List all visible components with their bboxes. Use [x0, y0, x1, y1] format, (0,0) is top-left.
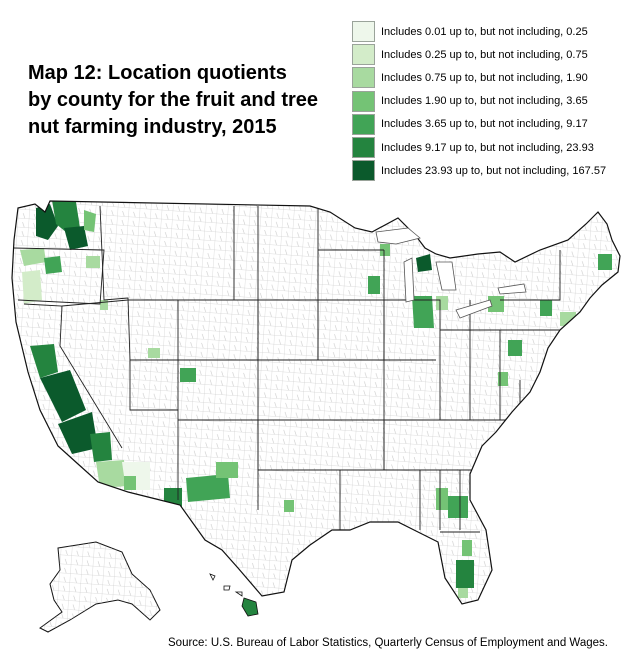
- legend-item: Includes 23.93 up to, but not including,…: [352, 159, 642, 182]
- county-region-fl-south: [458, 588, 468, 598]
- county-region-wa-central: [52, 201, 80, 232]
- legend-label: Includes 9.17 up to, but not including, …: [381, 141, 594, 154]
- source-note: Source: U.S. Bureau of Labor Statistics,…: [168, 637, 608, 649]
- legend-swatch: [352, 137, 375, 159]
- county-region-fl-central: [456, 560, 474, 588]
- legend-label: Includes 23.93 up to, but not including,…: [381, 164, 607, 177]
- map-title-line-1: Map 12: Location quotients: [28, 62, 287, 84]
- county-region-tx-rio-grande: [286, 590, 296, 600]
- map-title-line-3: nut farming industry, 2015: [28, 116, 277, 138]
- lake-michigan: [403, 257, 415, 303]
- legend-swatch: [352, 44, 375, 66]
- county-region-nm-south: [216, 462, 238, 478]
- legend-swatch: [352, 67, 375, 89]
- county-region-mi-north: [416, 254, 432, 272]
- county-region-ut: [148, 348, 160, 358]
- legend-item: Includes 9.17 up to, but not including, …: [352, 136, 642, 159]
- county-region-tx-west: [284, 500, 294, 512]
- legend-label: Includes 0.25 up to, but not including, …: [381, 48, 588, 61]
- legend-item: Includes 3.65 up to, but not including, …: [352, 113, 642, 136]
- county-region-ca-kern: [90, 432, 112, 462]
- legend: Includes 0.01 up to, but not including, …: [352, 20, 642, 182]
- legend-item: Includes 0.75 up to, but not including, …: [352, 66, 642, 89]
- legend-swatch: [352, 160, 375, 182]
- legend-label: Includes 3.65 up to, but not including, …: [381, 118, 588, 131]
- county-region-me: [598, 254, 612, 270]
- county-region-or-hood: [44, 256, 62, 274]
- county-region-wi: [368, 276, 380, 294]
- state-borders: [13, 205, 561, 545]
- county-region-pa-adams: [508, 340, 522, 356]
- map-title-line-2: by county for the fruit and tree: [28, 89, 319, 111]
- county-region-wi-north: [380, 244, 390, 256]
- county-region-ma: [560, 312, 576, 326]
- legend-item: Includes 0.01 up to, but not including, …: [352, 20, 642, 43]
- lake-ontario: [497, 283, 527, 295]
- county-region-va: [498, 372, 508, 386]
- county-region-ca-south: [96, 460, 126, 488]
- county-region-ca-central-valley: [40, 370, 86, 422]
- legend-swatch: [352, 90, 375, 112]
- legend-item: Includes 0.25 up to, but not including, …: [352, 43, 642, 66]
- alaska: [39, 541, 161, 633]
- legend-swatch: [352, 113, 375, 135]
- county-region-co-mesa: [180, 368, 196, 382]
- lake-erie: [455, 299, 493, 319]
- county-region-az-west: [124, 476, 136, 490]
- county-region-ga-south: [448, 496, 468, 518]
- county-region-fl-north: [462, 540, 472, 556]
- county-region-mi-east: [436, 296, 448, 310]
- county-region-az-south: [186, 474, 230, 502]
- county-region-or-north: [20, 248, 46, 266]
- great-lakes: [375, 227, 527, 319]
- county-region-ga-west: [436, 488, 448, 510]
- legend-swatch: [352, 21, 375, 43]
- county-region-ca-san-joaquin: [58, 412, 98, 454]
- legend-item: Includes 1.90 up to, but not including, …: [352, 90, 642, 113]
- lake-huron: [435, 261, 457, 291]
- lake-superior: [375, 227, 421, 245]
- county-region-or-coast: [22, 270, 42, 304]
- county-region-wa-east: [84, 210, 96, 232]
- county-region-mi-west: [412, 296, 434, 328]
- county-region-ny-hudson: [540, 300, 552, 316]
- hawaii: [209, 573, 259, 617]
- county-shading: [20, 201, 612, 600]
- county-region-or-east: [86, 256, 100, 268]
- county-region-ca-north-coast: [30, 344, 58, 378]
- map-title: Map 12: Location quotients by county for…: [28, 60, 328, 141]
- county-region-wa-yakima: [64, 226, 88, 250]
- legend-label: Includes 1.90 up to, but not including, …: [381, 95, 588, 108]
- legend-label: Includes 0.01 up to, but not including, …: [381, 25, 588, 38]
- county-region-wa-west: [36, 204, 58, 240]
- legend-label: Includes 0.75 up to, but not including, …: [381, 71, 588, 84]
